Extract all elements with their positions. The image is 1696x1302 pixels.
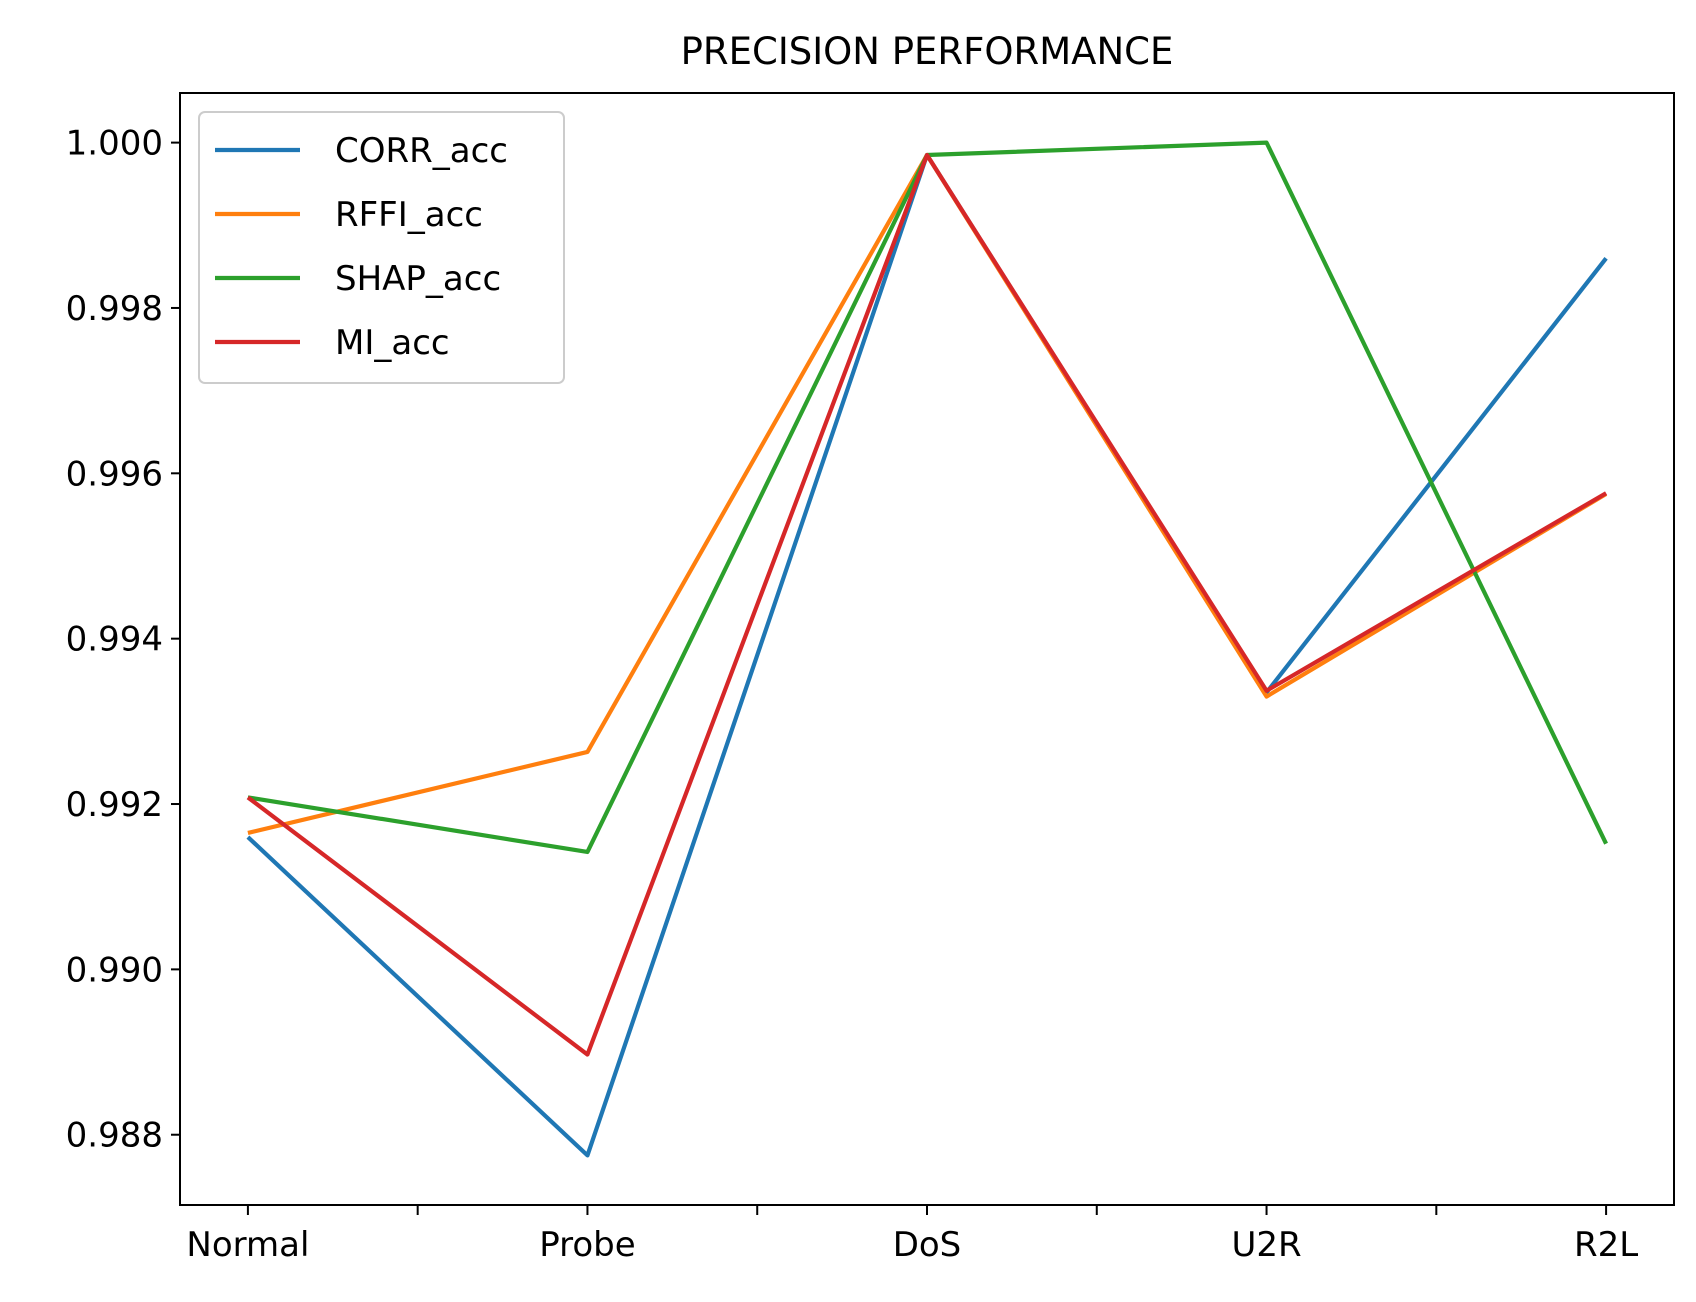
y-tick-label: 0.998 — [66, 289, 163, 329]
legend-box — [198, 111, 565, 384]
series-layer — [246, 140, 1608, 1158]
legend-label: CORR_acc — [335, 131, 508, 171]
series-line-mi-acc — [246, 152, 1608, 1057]
x-tick-label: Probe — [539, 1225, 635, 1265]
y-tick-label: 0.992 — [66, 785, 163, 825]
y-tick-label: 1.000 — [66, 124, 163, 164]
x-tick-label: R2L — [1574, 1225, 1638, 1265]
legend-label: SHAP_acc — [335, 259, 501, 299]
y-tick-label: 0.994 — [66, 620, 163, 660]
x-tick-label: Normal — [186, 1225, 309, 1265]
chart-title: PRECISION PERFORMANCE — [681, 30, 1174, 73]
y-tick-label: 0.996 — [66, 454, 163, 494]
legend-label: MI_acc — [335, 323, 450, 363]
legend: CORR_acc RFFI_acc SHAP_acc MI_acc — [198, 111, 565, 384]
y-tick-label: 0.988 — [66, 1116, 163, 1156]
legend-label: RFFI_acc — [335, 195, 483, 235]
x-tick-label: U2R — [1231, 1225, 1301, 1265]
x-tick-label: DoS — [893, 1225, 962, 1265]
y-tick-label: 0.990 — [66, 950, 163, 990]
axes-layer: 0.988 0.990 0.992 0.994 0.996 0.998 1.000 Norma… — [66, 92, 1675, 1265]
